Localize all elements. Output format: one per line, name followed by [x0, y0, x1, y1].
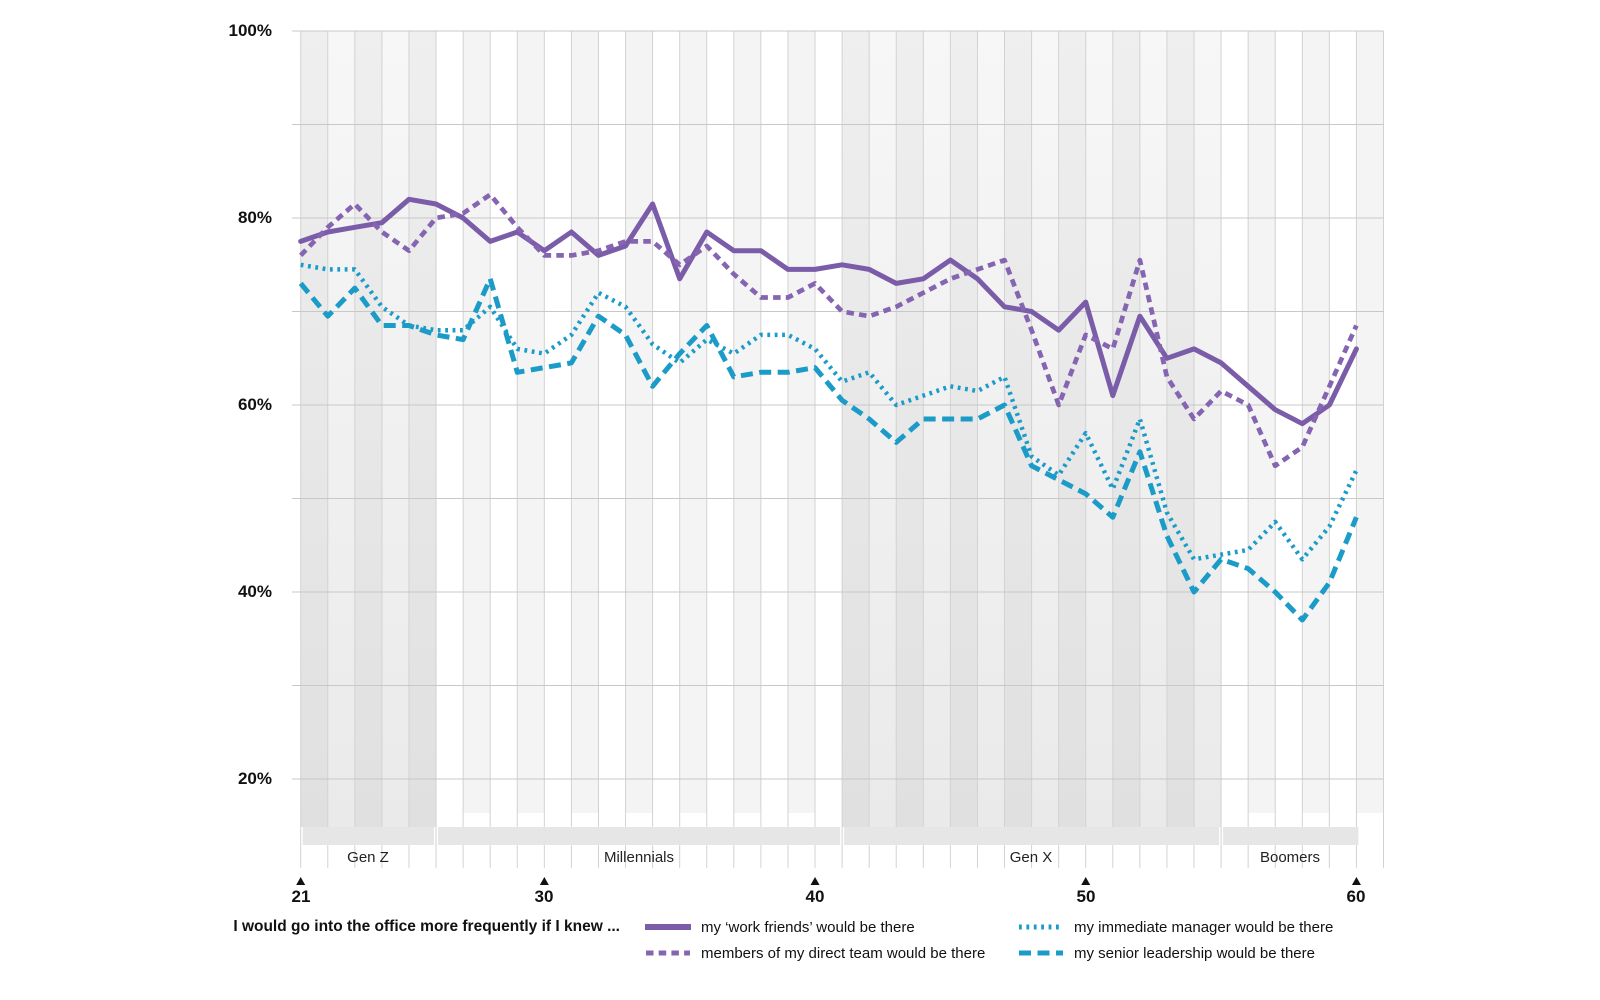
series-line-work-friends: [298, 196, 1359, 427]
age-column: [408, 31, 437, 827]
vertical-gridlines: [300, 31, 1384, 868]
x-axis-label: 60: [1346, 887, 1366, 906]
age-column: [1004, 31, 1032, 827]
series-line-senior-leadership: [298, 276, 1359, 623]
age-column: [625, 31, 653, 813]
generation-band: [302, 827, 435, 845]
x-axis-label: 30: [534, 887, 554, 906]
legend-item-work-friends: my ‘work friends’ would be there: [643, 917, 915, 937]
x-axis-tick-marker: [1351, 877, 1361, 885]
x-axis-tick-marker: [296, 877, 306, 885]
legend-item-label: my immediate manager would be there: [1074, 918, 1334, 936]
legend-item-direct-team: members of my direct team would be there: [645, 943, 985, 963]
age-column: [1194, 31, 1222, 827]
legend-item-label: my ‘work friends’ would be there: [701, 918, 915, 936]
direct-team-line-swatch: [645, 949, 691, 957]
age-column: [950, 31, 978, 827]
x-axis-tick-marker: [810, 877, 820, 885]
legend-item-immediate-manager: my immediate manager would be there: [1018, 917, 1333, 937]
age-column: [1248, 31, 1276, 813]
x-axis-label: 21: [291, 887, 311, 906]
age-column: [1112, 31, 1140, 827]
age-column: [923, 31, 951, 827]
age-column: [1139, 31, 1167, 827]
legend-item-label: members of my direct team would be there: [701, 944, 986, 962]
age-column: [977, 31, 1005, 827]
age-column: [1085, 31, 1113, 827]
age-column: [733, 31, 761, 813]
age-column: [571, 31, 599, 813]
age-column: [381, 31, 409, 827]
age-column: [679, 31, 707, 813]
age-column: [517, 31, 545, 813]
age-column: [787, 31, 816, 813]
x-axis-tick-marker: [1081, 877, 1091, 885]
legend-item-label: my senior leadership would be there: [1074, 944, 1315, 962]
generation-band: [1223, 827, 1359, 845]
generation-band: [844, 827, 1220, 845]
x-axis-tick-marker: [539, 877, 549, 885]
generation-label-boomers: Boomers: [1259, 849, 1321, 866]
generation-label-gen-z: Gen Z: [347, 849, 389, 866]
y-axis-label: 20%: [237, 769, 272, 788]
generation-label-gen-x: Gen X: [1009, 849, 1053, 866]
senior-leadership-line-swatch: [1018, 949, 1064, 957]
y-axis-label: 40%: [237, 582, 272, 601]
legend-title: I would go into the office more frequent…: [233, 918, 620, 935]
horizontal-gridlines: [292, 30, 1384, 780]
series-line-direct-team: [299, 192, 1359, 469]
y-axis-label: 60%: [237, 395, 272, 414]
immediate-manager-line-swatch: [1018, 923, 1064, 931]
x-axis-label: 50: [1076, 887, 1096, 906]
background-stripes: [300, 31, 1384, 827]
legend-item-senior-leadership: my senior leadership would be there: [1018, 943, 1315, 963]
age-column: [1031, 31, 1059, 827]
age-column: [1058, 31, 1086, 827]
age-column: [1356, 31, 1384, 813]
generation-bands: [302, 827, 1359, 845]
generation-band: [438, 827, 841, 845]
age-column: [842, 31, 870, 827]
age-column: [354, 31, 382, 827]
age-column: [463, 31, 491, 813]
age-column: [300, 31, 328, 827]
generation-label-millennials: Millennials: [603, 849, 675, 866]
work-friends-line-swatch: [643, 923, 693, 931]
age-column: [1166, 31, 1195, 827]
age-column: [327, 31, 355, 827]
y-axis-label: 100%: [228, 21, 272, 40]
x-axis-label: 40: [805, 887, 825, 906]
x-axis-tick-markers: [296, 877, 1361, 885]
y-axis-label: 80%: [237, 208, 272, 227]
